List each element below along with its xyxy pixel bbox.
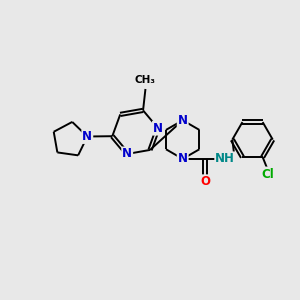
Text: N: N	[82, 130, 92, 143]
Text: N: N	[153, 122, 163, 135]
Text: Cl: Cl	[262, 167, 275, 181]
Text: N: N	[178, 152, 188, 165]
Text: CH₃: CH₃	[135, 75, 156, 85]
Text: NH: NH	[215, 152, 235, 165]
Text: N: N	[178, 114, 188, 127]
Text: O: O	[200, 175, 210, 188]
Text: N: N	[122, 148, 132, 160]
